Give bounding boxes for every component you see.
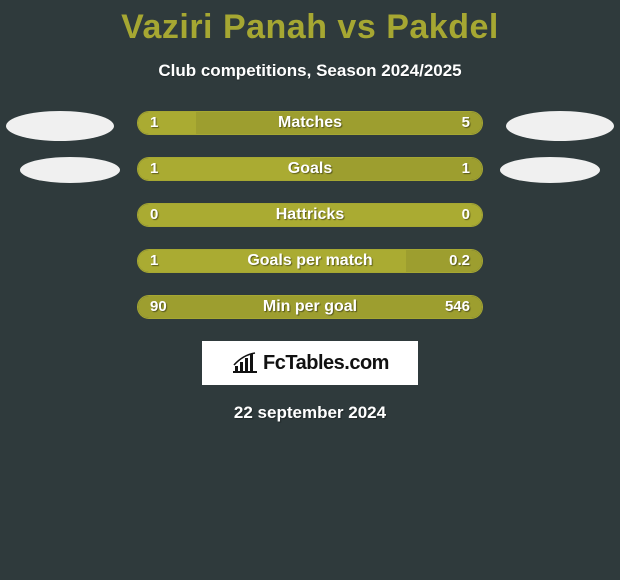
subtitle: Club competitions, Season 2024/2025	[0, 61, 620, 81]
stat-label: Hattricks	[138, 204, 482, 226]
stat-label: Matches	[138, 112, 482, 134]
stat-row: 0 Hattricks 0	[137, 203, 483, 227]
logo-box: FcTables.com	[202, 341, 418, 385]
player-left-avatar	[6, 111, 114, 141]
date-text: 22 september 2024	[0, 403, 620, 423]
player-right-avatar-shadow	[500, 157, 600, 183]
stat-value-right: 5	[462, 112, 470, 134]
stats-area: 1 Matches 5 1 Goals 1 0 Hattricks 0	[0, 111, 620, 319]
bars-icon	[231, 352, 259, 374]
stat-label: Min per goal	[138, 296, 482, 318]
page-title: Vaziri Panah vs Pakdel	[0, 0, 620, 47]
stat-value-right: 546	[445, 296, 470, 318]
stat-value-right: 1	[462, 158, 470, 180]
stat-row: 1 Goals 1	[137, 157, 483, 181]
stat-row: 1 Matches 5	[137, 111, 483, 135]
stat-label: Goals per match	[138, 250, 482, 272]
stat-row: 1 Goals per match 0.2	[137, 249, 483, 273]
stat-row: 90 Min per goal 546	[137, 295, 483, 319]
player-right-avatar	[506, 111, 614, 141]
player-left-avatar-shadow	[20, 157, 120, 183]
logo-text: FcTables.com	[263, 352, 389, 375]
stat-value-right: 0.2	[449, 250, 470, 272]
stats-list: 1 Matches 5 1 Goals 1 0 Hattricks 0	[137, 111, 483, 319]
stat-label: Goals	[138, 158, 482, 180]
comparison-infographic: Vaziri Panah vs Pakdel Club competitions…	[0, 0, 620, 580]
stat-value-right: 0	[462, 204, 470, 226]
